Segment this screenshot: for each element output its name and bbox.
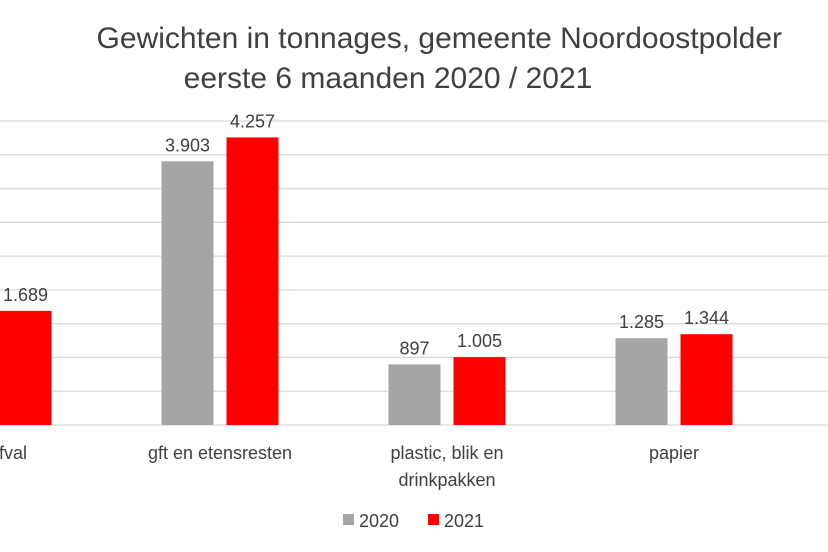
bar-2020 [615,338,668,425]
legend: 2020 2021 [343,511,484,531]
category-label: drinkpakken [398,470,495,490]
data-labels: 1.689 3.903 4.257 897 1.005 1.285 1.344 [3,111,729,358]
data-label: 4.257 [230,111,275,131]
legend-label-2020: 2020 [359,511,399,531]
category-label: gft en etensresten [148,443,292,463]
bar-2021 [680,334,733,425]
chart-title-line2: eerste 6 maanden 2020 / 2021 [184,62,593,95]
bars [0,137,733,425]
category-labels: restafval gft en etensresten plastic, blik… [0,443,699,490]
bar-2021 [0,310,52,425]
bar-2021 [453,357,506,425]
gridlines [0,120,828,426]
data-label: 3.903 [165,135,210,155]
category-label: restafval [0,443,27,463]
data-label: 1.689 [3,285,48,305]
category-label: papier [649,443,699,463]
data-label: 897 [399,338,429,358]
legend-label-2021: 2021 [444,511,484,531]
legend-swatch-2020 [343,514,354,525]
bar-2020 [161,161,214,425]
category-label: plastic, blik en [390,443,503,463]
data-label: 1.005 [457,331,502,351]
bar-2021 [226,137,279,425]
data-label: 1.285 [619,312,664,332]
data-label: 1.344 [684,308,729,328]
chart-title-line1: Gewichten in tonnages, gemeente Noordoos… [97,22,782,55]
bar-2020 [388,364,441,425]
legend-swatch-2021 [428,514,439,525]
